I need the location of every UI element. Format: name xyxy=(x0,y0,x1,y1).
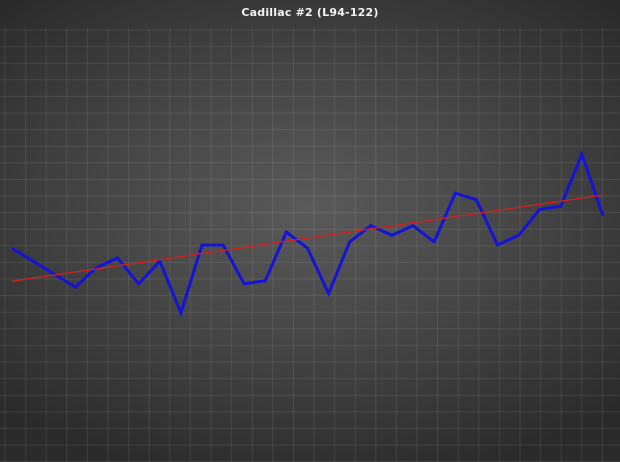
trend-line xyxy=(11,194,604,282)
series-line xyxy=(11,150,605,318)
chart-grid xyxy=(0,28,620,462)
chart-series xyxy=(11,150,605,318)
chart-title: Cadillac #2 (L94-122) xyxy=(241,6,379,19)
